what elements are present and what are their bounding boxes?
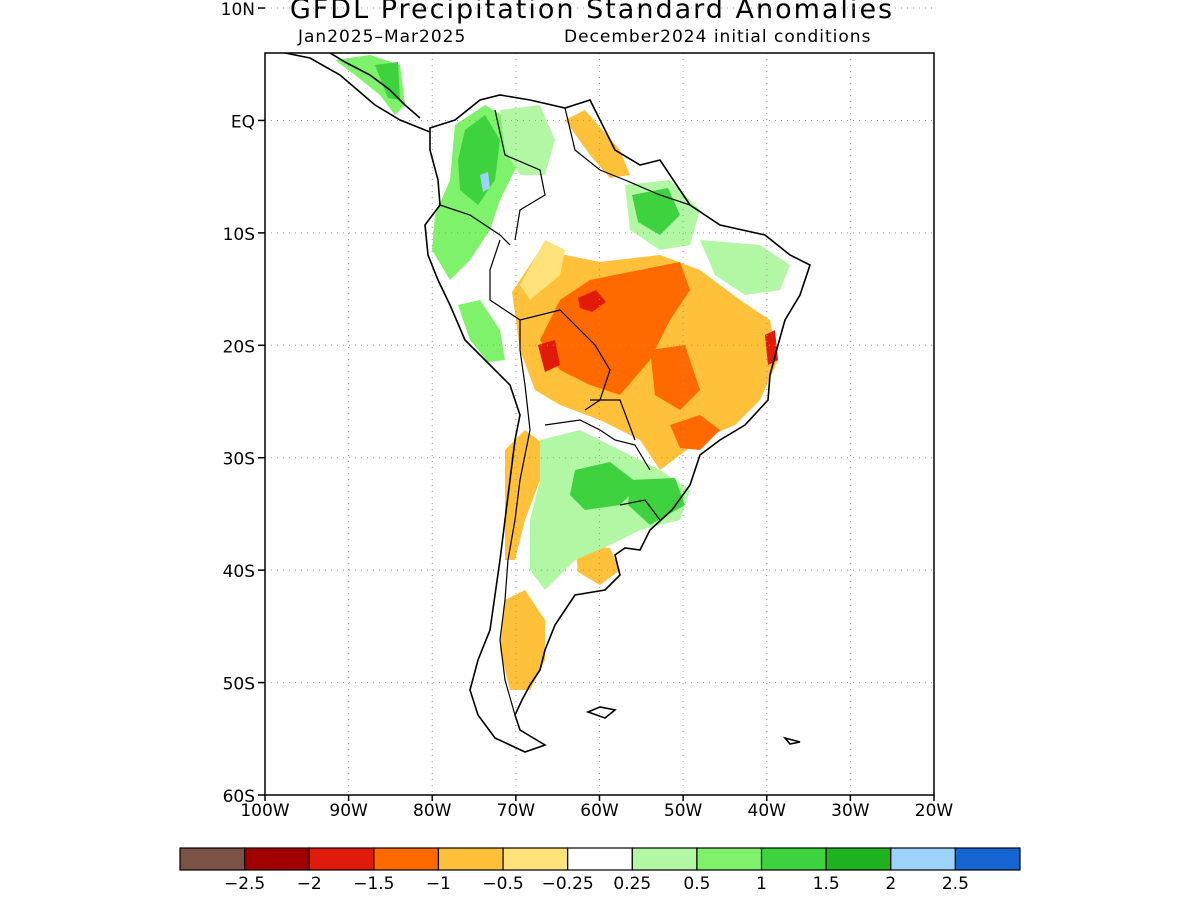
lat-tick-label: 60S — [223, 787, 255, 807]
very-dry-region — [578, 290, 606, 312]
dry-guiana-strip — [565, 110, 630, 178]
lat-tick-label: 30S — [223, 450, 255, 470]
strong-dry-region — [540, 262, 690, 395]
colorbar-label: 2.5 — [942, 874, 969, 894]
colorbar-label: 0.5 — [683, 874, 710, 894]
longitude-labels: 100W 90W 80W 70W 60W 50W 40W 30W 20W — [240, 801, 953, 821]
colorbar-swatch — [890, 847, 956, 871]
lat-tick-label: 20S — [223, 337, 255, 357]
colorbar-swatch — [308, 847, 375, 871]
colorbar-swatch — [760, 847, 827, 871]
dry-patagonia-strip — [500, 590, 545, 690]
border-chile-argentina — [499, 384, 531, 716]
colorbar-label: 1 — [756, 874, 767, 894]
border-argentina-paraguay — [544, 419, 651, 471]
colorbar-swatch — [244, 847, 310, 871]
strong-dry-region-se — [670, 415, 720, 450]
lat-tick-label: 50S — [223, 675, 255, 695]
colorbar-swatch — [631, 847, 698, 871]
strong-dry-region-east — [650, 345, 700, 410]
wet-uruguay-core — [628, 478, 685, 525]
colorbar-label: 2 — [885, 874, 896, 894]
colorbar-label: −0.25 — [542, 874, 594, 894]
country-borders — [439, 107, 691, 716]
wet-central-america-core — [375, 62, 400, 100]
map-frame — [264, 52, 935, 796]
lon-tick-label: 50W — [664, 801, 703, 821]
wet-colombia-peak — [480, 172, 490, 192]
dry-chile-strip — [505, 430, 545, 560]
lon-tick-label: 100W — [240, 801, 289, 821]
colorbar-label: −0.5 — [482, 874, 523, 894]
falkland-islands — [585, 706, 617, 719]
border-peru-brazil — [489, 239, 526, 386]
lon-tick-label: 60W — [580, 801, 619, 821]
colorbar-label: −2 — [297, 874, 322, 894]
south-georgia — [782, 736, 801, 745]
colorbar-label: 1.5 — [813, 874, 840, 894]
border-venezuela-guyana — [564, 107, 626, 181]
wet-ne-brazil-patch — [700, 240, 790, 295]
border-colombia-venezuela — [494, 109, 546, 241]
central-america-coastline — [284, 53, 431, 133]
colorbar-label: −1.5 — [353, 874, 394, 894]
colorbar-swatch — [567, 847, 633, 871]
colorbar-swatch — [179, 847, 246, 871]
border-colombia-peru — [439, 204, 511, 246]
lon-tick-label: 40W — [748, 801, 787, 821]
colorbar-swatch — [373, 847, 440, 871]
colorbar-label: −2.5 — [224, 874, 265, 894]
latitude-labels: 10N EQ 10S 20S 30S 40S 50S 60S — [221, 0, 255, 807]
lat-tick-label: EQ — [231, 112, 255, 132]
colorbar-swatch — [696, 847, 763, 871]
forecast-period: Jan2025–Mar2025 — [298, 27, 467, 47]
dry-anomaly-region-light — [520, 240, 565, 300]
colorbar — [179, 847, 1021, 871]
lon-tick-label: 90W — [329, 801, 368, 821]
colorbar-swatch — [825, 847, 892, 871]
anomaly-fill-layer — [335, 55, 790, 690]
central-america-coastline-north — [329, 53, 421, 119]
wet-colombia-core — [458, 115, 500, 205]
initial-conditions: December2024 initial conditions — [564, 27, 872, 47]
border-bolivia-brazil — [519, 309, 611, 411]
colorbar-labels: −2.5 −2 −1.5 −1 −0.5 −0.25 0.25 0.5 1 1.5 2 2.5 — [224, 874, 969, 894]
lon-tick-label: 70W — [497, 801, 536, 821]
colorbar-swatch — [954, 847, 1021, 871]
coastlines — [284, 53, 811, 753]
lon-tick-label: 80W — [413, 801, 452, 821]
lat-tick-label: 10S — [223, 225, 255, 245]
border-guyana-brazil — [624, 179, 691, 206]
colorbar-swatch — [502, 847, 569, 871]
lon-tick-label: 20W — [915, 801, 954, 821]
very-dry-region-2 — [538, 340, 560, 372]
colorbar-label: 0.25 — [613, 874, 651, 894]
border-brazil-paraguay — [590, 399, 636, 441]
colorbar-label: −1 — [426, 874, 451, 894]
border-argentina-uruguay — [619, 499, 661, 521]
wet-guyana-core — [632, 188, 680, 235]
wet-argentina-core — [570, 462, 640, 510]
lat-tick-label: 10N — [221, 0, 255, 20]
wet-peru-patch — [458, 300, 505, 362]
map-title: GFDL Precipitation Standard Anomalies — [289, 0, 895, 25]
colorbar-swatch — [437, 847, 504, 871]
lat-tick-label: 40S — [223, 562, 255, 582]
lon-tick-label: 30W — [831, 801, 870, 821]
south-america-coastline — [424, 94, 811, 753]
wet-venezuela-patch — [500, 105, 555, 175]
